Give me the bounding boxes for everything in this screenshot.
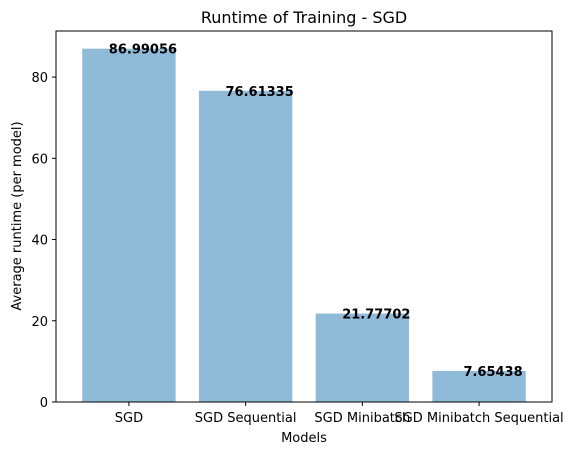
- y-tick-label-0: 0: [40, 396, 48, 411]
- y-tick-label-3: 60: [31, 152, 48, 167]
- x-tick-label-2: SGD Minibatch: [314, 411, 410, 426]
- y-tick-label-2: 40: [31, 234, 48, 249]
- plot-frame: [55, 30, 553, 403]
- y-axis: 0 20 40 60 80: [31, 71, 56, 411]
- data-label-1: 76.61335: [226, 85, 294, 100]
- y-tick-label-4: 80: [31, 71, 48, 86]
- x-tick-label-0: SGD: [115, 411, 143, 426]
- x-axis-label: Models: [281, 431, 327, 446]
- chart-title: Runtime of Training - SGD: [201, 8, 407, 27]
- data-label-0: 86.99056: [109, 43, 177, 58]
- y-axis-label: Average runtime (per model): [10, 121, 25, 310]
- bar-3: [432, 370, 526, 402]
- bar-2: [315, 313, 410, 402]
- data-labels-group: 86.99056 76.61335 21.77702 7.65438: [109, 43, 523, 380]
- y-tick-label-1: 20: [31, 315, 48, 330]
- bar-1: [198, 90, 293, 403]
- x-tick-label-1: SGD Sequential: [195, 411, 297, 426]
- x-tick-label-3: SGD Minibatch Sequential: [394, 411, 563, 426]
- data-label-3: 7.65438: [463, 365, 522, 380]
- bar-0: [82, 48, 176, 403]
- bars-group: [82, 48, 526, 403]
- data-label-2: 21.77702: [342, 308, 410, 323]
